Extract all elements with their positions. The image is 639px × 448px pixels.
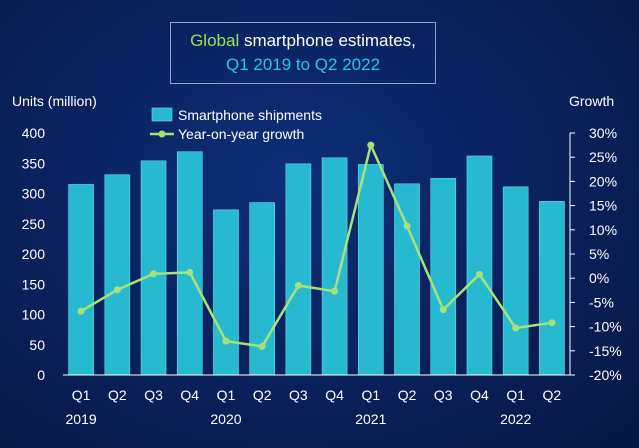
y2-tick-label: 0% (589, 270, 609, 286)
y-tick-label: 350 (22, 155, 46, 171)
chart-title-rest: smartphone estimates, (239, 31, 416, 50)
x-year-label: 2021 (355, 411, 386, 427)
x-tick-label: Q1 (361, 387, 380, 403)
x-tick-label: Q2 (108, 387, 127, 403)
bar-shipments (140, 160, 167, 376)
bar-shipments (104, 174, 131, 376)
growth-point (475, 270, 483, 278)
growth-point (113, 286, 121, 294)
bar-shipments (394, 183, 420, 376)
y-tick-label: 150 (22, 276, 46, 292)
x-tick-label: Q2 (253, 387, 272, 403)
x-tick-label: Q4 (325, 387, 344, 403)
growth-point (367, 141, 375, 149)
y-tick-label: 250 (22, 216, 46, 232)
y2-axis-label: Growth (569, 93, 614, 109)
y2-tick-label: 30% (589, 125, 617, 141)
bar-shipments (285, 163, 312, 376)
legend-swatch-growth-marker (158, 130, 166, 138)
x-tick-label: Q4 (470, 387, 489, 403)
y2-tick-label: 25% (589, 149, 617, 165)
x-tick-label: Q2 (543, 387, 562, 403)
x-tick-label: Q1 (217, 387, 236, 403)
chart-title-box: Global smartphone estimates, Q1 2019 to … (170, 22, 436, 84)
x-year-label: 2022 (500, 411, 531, 427)
bar-shipments (176, 151, 203, 376)
y-tick-label: 100 (22, 307, 46, 323)
y2-tick-label: -10% (589, 319, 622, 335)
legend-label-growth: Year-on-year growth (178, 126, 304, 142)
x-tick-label: Q4 (180, 387, 199, 403)
chart-title-line-1: Global smartphone estimates, (171, 29, 435, 53)
growth-point (77, 307, 85, 315)
growth-point (548, 319, 556, 327)
x-year-label: 2019 (66, 411, 97, 427)
bar-shipments (539, 201, 565, 376)
x-tick-label: Q3 (434, 387, 453, 403)
growth-point (403, 222, 411, 230)
growth-point (439, 306, 447, 314)
legend-swatch-shipments (151, 107, 173, 122)
growth-point (222, 337, 230, 345)
x-tick-label: Q2 (398, 387, 417, 403)
x-year-label: 2020 (210, 411, 241, 427)
x-tick-label: Q3 (144, 387, 163, 403)
y-axis-label: Units (million) (12, 93, 97, 109)
growth-point (258, 342, 266, 350)
bar-shipments (502, 186, 529, 376)
growth-point (512, 324, 520, 332)
x-tick-label: Q3 (289, 387, 308, 403)
y2-tick-label: 10% (589, 222, 617, 238)
chart-title-accent: Global (190, 31, 240, 50)
bar-shipments (68, 184, 94, 376)
growth-point (186, 268, 194, 276)
bar-shipments (466, 155, 493, 376)
y2-tick-label: -5% (589, 294, 614, 310)
y-tick-label: 200 (22, 246, 46, 262)
x-tick-label: Q1 (72, 387, 91, 403)
bar-shipments (430, 178, 457, 376)
y2-tick-label: -20% (589, 367, 622, 383)
y-tick-label: 300 (22, 186, 46, 202)
bar-shipments (213, 209, 239, 376)
growth-point (331, 287, 339, 295)
bar-shipments (358, 164, 384, 376)
growth-line (80, 143, 553, 348)
y2-tick-label: -15% (589, 343, 622, 359)
x-tick-label: Q1 (506, 387, 525, 403)
legend-label-shipments: Smartphone shipments (178, 107, 322, 123)
chart-title-line-2: Q1 2019 to Q2 2022 (225, 55, 381, 74)
y-tick-label: 400 (22, 125, 46, 141)
growth-point (294, 281, 302, 289)
y-tick-label: 50 (29, 337, 45, 353)
bar-shipments (321, 157, 348, 376)
y2-tick-label: 5% (589, 246, 609, 262)
growth-point (150, 270, 158, 278)
y2-tick-label: 15% (589, 198, 617, 214)
y-tick-label: 0 (37, 367, 45, 383)
y2-tick-label: 20% (589, 173, 617, 189)
